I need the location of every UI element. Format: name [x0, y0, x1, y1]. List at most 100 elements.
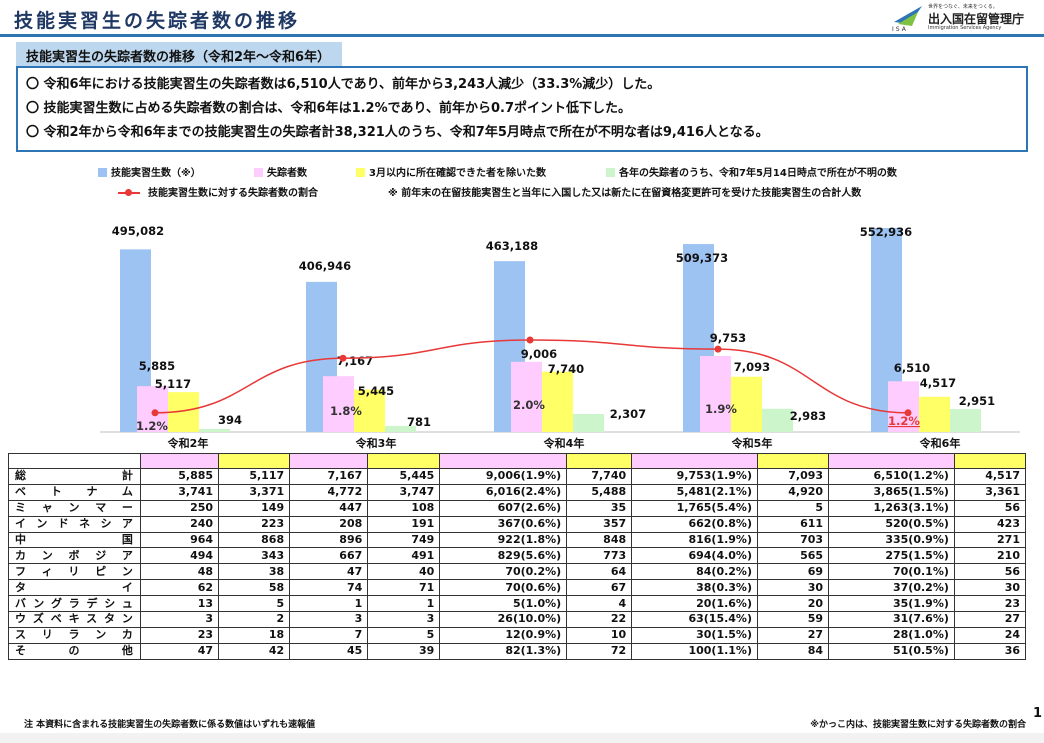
bar	[385, 425, 416, 432]
row-label: 中国	[8, 531, 141, 549]
table-cell: 58	[218, 579, 291, 597]
table-cell: 5	[218, 595, 291, 613]
ratio-label: 1.2%	[136, 419, 168, 433]
table-cell: 22	[566, 611, 633, 628]
table-cell: 149	[218, 499, 291, 517]
table-cell: 494	[139, 547, 220, 565]
bar	[511, 361, 542, 432]
table-cell: 829(5.6%)	[439, 547, 568, 565]
table-cell: 3,865(1.5%)	[828, 483, 955, 501]
row-label: ベトナム	[8, 483, 141, 501]
table-cell: 5	[756, 499, 830, 517]
row-label: その他	[8, 642, 141, 660]
table-cell: 7,167	[289, 468, 369, 485]
table-cell: 250	[139, 499, 220, 517]
data-label: 2,951	[959, 394, 995, 408]
row-label: バングラデシュ	[8, 595, 141, 613]
table-cell: 6,016(2.4%)	[439, 483, 568, 501]
table-cell: 3,747	[367, 483, 441, 501]
table-cell: 208	[289, 515, 369, 533]
ratio-point	[526, 336, 534, 344]
table-cell: 3	[367, 611, 441, 628]
table-cell: 3	[289, 611, 369, 628]
table-cell: 357	[566, 515, 633, 533]
logo-abbr: ISA	[892, 26, 908, 33]
x-tick-label: 令和5年	[731, 436, 773, 450]
legend-ratio: 技能実習生数に対する失踪者数の割合	[118, 184, 318, 199]
table-cell: 5,885	[139, 468, 220, 485]
bar-chart: 令和2年 令和3年 令和4年 令和5年 令和6年 495,082 5,885 5,117 394…	[100, 224, 1020, 450]
table-cell: 27	[953, 611, 1027, 628]
table-cell: 71	[367, 579, 441, 597]
table-cell: 70(0.2%)	[439, 563, 568, 581]
data-label: 2,983	[790, 409, 826, 423]
table-cell: 42	[218, 642, 291, 660]
table-cell: 62	[139, 579, 220, 597]
data-label: 2,307	[610, 407, 646, 421]
table-cell: 868	[218, 531, 291, 549]
table-cell: 84(0.2%)	[631, 563, 758, 581]
agency-logo: 世界をつなぐ、未来をつくる。 出入国在留管理庁 Immigration Serv…	[888, 2, 1038, 34]
table-row: ベトナム 3,741 3,371 4,772 3,747 6,016(2.4%) 5,488…	[8, 483, 1027, 501]
data-label: 463,188	[486, 239, 538, 253]
table-cell: 271	[953, 531, 1027, 549]
table-cell: 367(0.6%)	[439, 515, 568, 533]
data-label: 7,093	[734, 360, 770, 374]
bar	[950, 409, 981, 432]
table-cell: 7	[289, 626, 369, 644]
data-label: 6,510	[894, 361, 930, 375]
table-cell: 662(0.8%)	[631, 515, 758, 533]
table-cell: 816(1.9%)	[631, 531, 758, 549]
data-label: 552,936	[860, 225, 912, 239]
table-cell: 703	[756, 531, 830, 549]
table-row: フィリピン 48 38 47 40 70(0.2%) 64 84(0.2%) 69 70(0.1%…	[8, 563, 1027, 581]
table-cell: 611	[756, 515, 830, 533]
data-label: 406,946	[299, 259, 351, 273]
summary-point: 〇 令和2年から令和6年までの技能実習生の失踪者計38,321人のうち、令和7年…	[26, 125, 769, 140]
table-cell: 70(0.6%)	[439, 579, 568, 597]
row-label: 総計	[8, 468, 141, 485]
table-cell: 69	[756, 563, 830, 581]
bar	[542, 371, 573, 432]
data-table: 総計 5,885 5,117 7,167 5,445 9,006(1.9%) 7,740 9,…	[8, 453, 1027, 660]
table-cell: 694(4.0%)	[631, 547, 758, 565]
table-cell: 18	[218, 626, 291, 644]
table-cell: 59	[756, 611, 830, 628]
table-cell: 74	[289, 579, 369, 597]
table-cell: 4,772	[289, 483, 369, 501]
row-label: タイ	[8, 579, 141, 597]
chart-legend: 技能実習生数（※） 失踪者数 3月以内に所在確認できた者を除いた数 各年の失踪者…	[0, 160, 1044, 200]
table-cell: 749	[367, 531, 441, 549]
data-label: 5,885	[139, 359, 175, 373]
data-label: 7,740	[548, 362, 584, 376]
data-label: 4,517	[920, 376, 956, 390]
summary-point: 〇 技能実習生数に占める失踪者数の割合は、令和6年は1.2%であり、前年から0.…	[26, 101, 632, 116]
table-row: その他 47 42 45 39 82(1.3%) 72 100(1.1%) 84 51(0.5%)…	[8, 642, 1027, 660]
table-cell: 9,006(1.9%)	[439, 468, 568, 485]
table-cell: 1,765(5.4%)	[631, 499, 758, 517]
table-cell: 5,488	[566, 483, 633, 501]
data-label: 781	[407, 415, 431, 429]
table-cell: 210	[953, 547, 1027, 565]
table-row: インドネシア 240 223 208 191 367(0.6%) 357 662(0.8%) 6…	[8, 515, 1027, 533]
table-cell: 23	[953, 595, 1027, 613]
table-cell: 70(0.1%)	[828, 563, 955, 581]
table-cell: 45	[289, 642, 369, 660]
table-row: スリランカ 23 18 7 5 12(0.9%) 10 30(1.5%) 27 28(1.0%) 2…	[8, 626, 1027, 644]
title-rule	[0, 34, 1044, 37]
table-cell: 30	[756, 579, 830, 597]
table-cell: 423	[953, 515, 1027, 533]
table-cell: 64	[566, 563, 633, 581]
bar	[919, 396, 950, 432]
table-row: 総計 5,885 5,117 7,167 5,445 9,006(1.9%) 7,740 9,…	[8, 468, 1027, 485]
logo-english: Immigration Services Agency	[928, 25, 1002, 31]
table-cell: 48	[139, 563, 220, 581]
page-number: 1	[1032, 706, 1042, 721]
table-cell: 40	[367, 563, 441, 581]
table-cell: 5,117	[218, 468, 291, 485]
table-cell: 12(0.9%)	[439, 626, 568, 644]
page-title: 技能実習生の失踪者数の推移	[14, 10, 301, 32]
table-cell: 23	[139, 626, 220, 644]
logo-tagline: 世界をつなぐ、未来をつくる。	[928, 4, 998, 10]
table-cell: 848	[566, 531, 633, 549]
